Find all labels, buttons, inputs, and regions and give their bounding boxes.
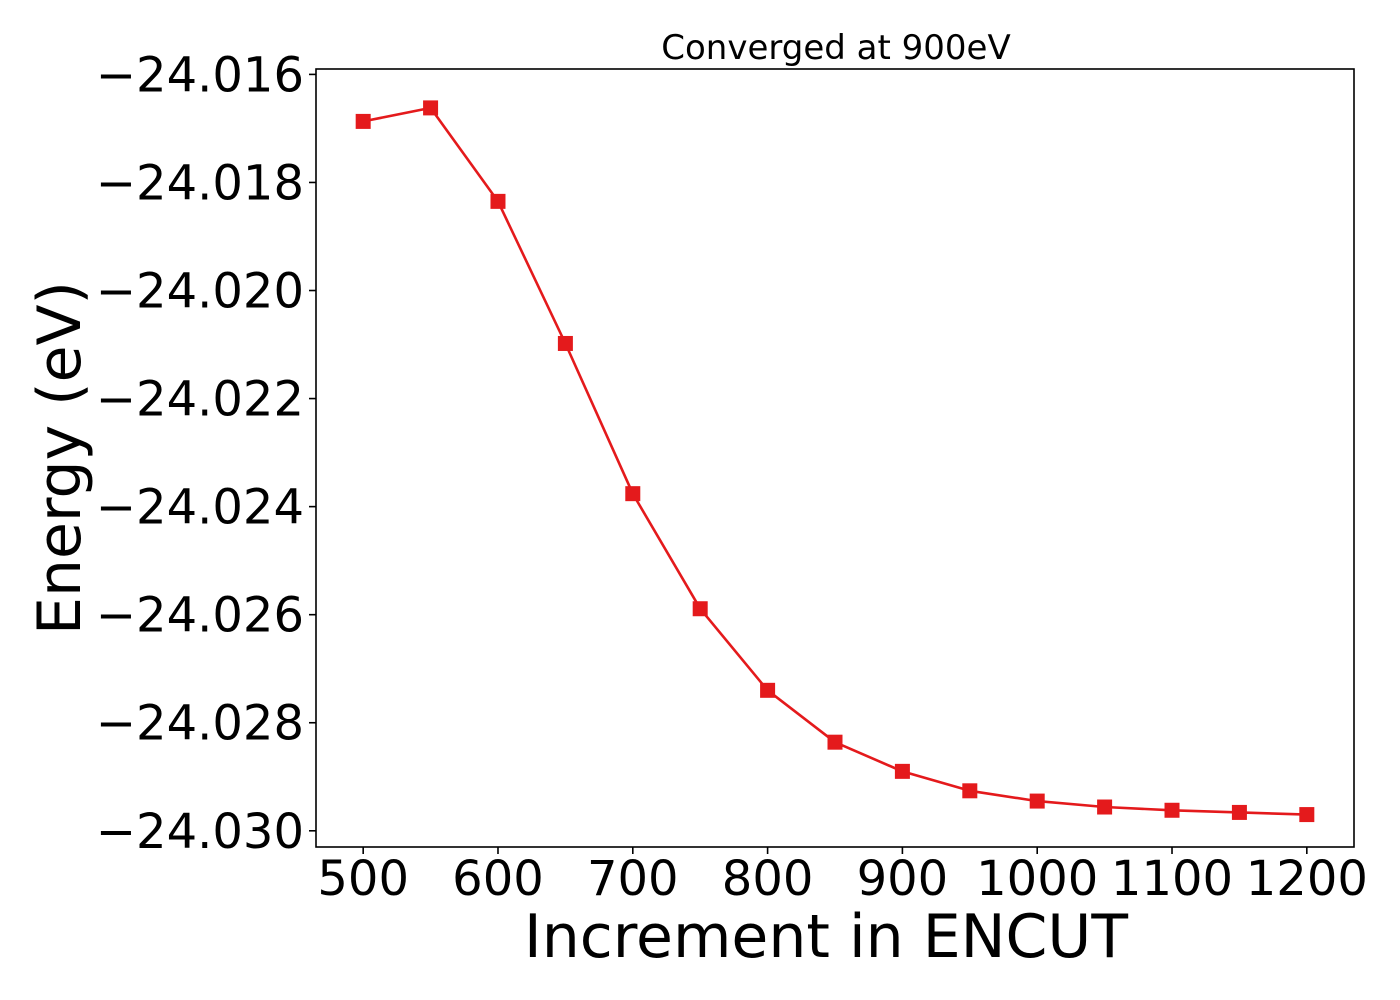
plot-frame [315,68,1355,848]
data-point-marker [490,193,506,209]
x-tick-label: 500 [317,851,409,907]
x-tick-label: 1200 [1246,851,1368,907]
data-point-marker [962,783,978,799]
plot-area: 500 600 700 800 900 1000 1100 1200 −24.016 −24.01… [96,47,1368,907]
y-tick-label: −24.020 [96,264,304,320]
data-point-marker [1029,793,1045,809]
y-tick-label: −24.030 [96,804,304,860]
data-point-marker [1164,802,1180,818]
x-tick-label: 1100 [1111,851,1233,907]
data-point-marker [625,486,641,502]
y-axis-title: Energy (eV) [25,281,95,635]
y-tick-label: −24.026 [96,588,304,644]
chart-title: Converged at 900eV [661,28,1010,68]
y-tick-label: −24.016 [96,47,304,103]
data-point-marker [894,763,910,779]
data-point-marker [355,113,371,129]
x-tick-label: 900 [857,851,949,907]
x-tick-label: 600 [452,851,544,907]
x-tick-label: 700 [587,851,679,907]
y-tick-label: −24.018 [96,155,304,211]
data-point-marker [692,601,708,617]
data-point-marker [423,100,439,116]
data-point-marker [827,734,843,750]
x-tick-label: 1000 [976,851,1098,907]
x-tick-label: 800 [722,851,814,907]
y-tick-label: −24.024 [96,480,304,536]
data-point-marker [760,682,776,698]
x-axis-title: Increment in ENCUT [524,902,1128,972]
data-point-marker [557,335,573,351]
data-point-marker [1299,807,1315,823]
y-tick-label: −24.022 [96,372,304,428]
y-tick-label: −24.028 [96,696,304,752]
data-point-marker [1231,804,1247,820]
data-point-marker [1097,799,1113,815]
